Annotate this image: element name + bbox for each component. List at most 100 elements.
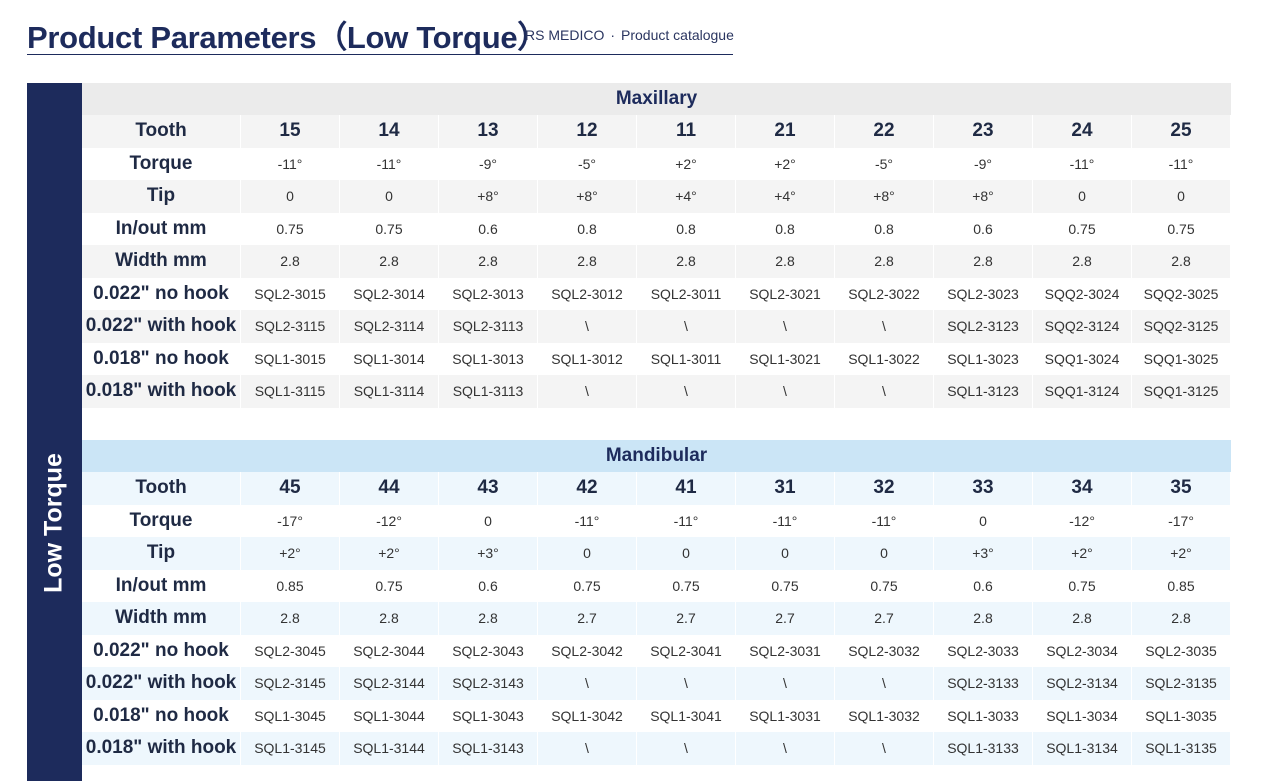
table-cell: 0.75: [241, 212, 339, 245]
table-cell: 34: [1033, 472, 1131, 505]
table-cell: 0: [637, 537, 735, 570]
table-cell: 0.6: [934, 569, 1032, 602]
table-cell: SQL2-3043: [439, 634, 537, 667]
table-cell: +2°: [241, 537, 339, 570]
table-cell: \: [637, 310, 735, 343]
table-cell: 2.7: [736, 602, 834, 635]
table-cell: SQL2-3031: [736, 634, 834, 667]
table-cell: +2°: [1033, 537, 1131, 570]
table-cell: -12°: [340, 504, 438, 537]
table-row: Tip 0 0 +8° +8° +4° +4° +8° +8° 0 0: [82, 180, 1231, 213]
table-cell: SQL1-3015: [241, 342, 339, 375]
table-cell: 0.75: [340, 569, 438, 602]
table-cell: \: [835, 310, 933, 343]
table-cell: 2.8: [1033, 245, 1131, 278]
table-row: 0.022" no hook SQL2-3045 SQL2-3044 SQL2-304…: [82, 634, 1231, 667]
table-row: Tip +2° +2° +3° 0 0 0 0 +3° +2° +2°: [82, 537, 1231, 570]
table-cell: SQL2-3015: [241, 277, 339, 310]
table-cell: SQL2-3113: [439, 310, 537, 343]
table-cell: 14: [340, 115, 438, 148]
table-cell: -11°: [340, 147, 438, 180]
table-cell: SQL2-3134: [1033, 667, 1131, 700]
table-row: Torque -11° -11° -9° -5° +2° +2° -5° -9° -11° -11°: [82, 147, 1231, 180]
table-cell: 0: [340, 180, 438, 213]
table-cell: SQL1-3042: [538, 699, 636, 732]
table-cell: +8°: [538, 180, 636, 213]
table-cell: SQL1-3133: [934, 732, 1032, 765]
table-cell: -11°: [241, 147, 339, 180]
row-label: In/out mm: [82, 569, 240, 602]
table-cell: 44: [340, 472, 438, 505]
table-cell: SQL1-3031: [736, 699, 834, 732]
table-cell: SQL1-3145: [241, 732, 339, 765]
row-label: Tooth: [82, 472, 240, 505]
table-cell: SQL2-3032: [835, 634, 933, 667]
table-row: 0.022" with hook SQL2-3115 SQL2-3114 SQL2-3…: [82, 310, 1231, 343]
row-label: 0.018" no hook: [82, 342, 240, 375]
table-cell: SQL2-3041: [637, 634, 735, 667]
brand-name: RS MEDICO: [525, 27, 605, 43]
mandibular-title: Mandibular: [82, 440, 1231, 472]
table-cell: 0.8: [736, 212, 834, 245]
table-cell: SQL2-3011: [637, 277, 735, 310]
table-cell: 2.8: [835, 245, 933, 278]
table-cell: 2.7: [835, 602, 933, 635]
maxillary-rows: Tooth 15 14 13 12 11 21 22 23 24 25 Torque -11° -11° -…: [82, 115, 1231, 408]
table-cell: -9°: [439, 147, 537, 180]
table-cell: SQQ2-3025: [1132, 277, 1230, 310]
table-row: 0.018" no hook SQL1-3045 SQL1-3044 SQL1-304…: [82, 699, 1231, 732]
table-cell: 2.8: [340, 602, 438, 635]
row-label: In/out mm: [82, 212, 240, 245]
table-cell: 0.85: [241, 569, 339, 602]
table-cell: \: [835, 667, 933, 700]
table-cell: 42: [538, 472, 636, 505]
table-cell: 2.8: [241, 602, 339, 635]
table-cell: SQL2-3023: [934, 277, 1032, 310]
table-cell: 2.8: [241, 245, 339, 278]
table-cell: 0.8: [637, 212, 735, 245]
table-cell: -17°: [1132, 504, 1230, 537]
table-cell: +4°: [637, 180, 735, 213]
table-cell: +2°: [736, 147, 834, 180]
table-cell: 0: [241, 180, 339, 213]
table-cell: SQL2-3145: [241, 667, 339, 700]
table-cell: SQL2-3045: [241, 634, 339, 667]
row-label: Torque: [82, 147, 240, 180]
table-cell: SQL2-3035: [1132, 634, 1230, 667]
mandibular-rows: Tooth 45 44 43 42 41 31 32 33 34 35 Torque -17° -12° 0…: [82, 472, 1231, 765]
table-cell: SQL2-3115: [241, 310, 339, 343]
table-cell: SQL2-3012: [538, 277, 636, 310]
table-cell: 0.75: [538, 569, 636, 602]
table-cell: 0.8: [538, 212, 636, 245]
table-cell: SQL2-3135: [1132, 667, 1230, 700]
table-cell: \: [736, 732, 834, 765]
maxillary-title: Maxillary: [82, 83, 1231, 115]
table-cell: SQL1-3115: [241, 375, 339, 408]
table-cell: 35: [1132, 472, 1230, 505]
table-cell: 2.8: [934, 602, 1032, 635]
brand-line: RS MEDICO · Product catalogue: [525, 27, 734, 43]
table-cell: +2°: [1132, 537, 1230, 570]
table-cell: 25: [1132, 115, 1230, 148]
table-cell: SQL1-3123: [934, 375, 1032, 408]
table-cell: SQL2-3042: [538, 634, 636, 667]
row-label: Tip: [82, 537, 240, 570]
table-cell: SQL2-3133: [934, 667, 1032, 700]
table-cell: SQL1-3134: [1033, 732, 1131, 765]
table-cell: +3°: [934, 537, 1032, 570]
table-row: Tooth 45 44 43 42 41 31 32 33 34 35: [82, 472, 1231, 505]
table-cell: 22: [835, 115, 933, 148]
page-header: Product Parameters（Low Torque） RS MEDICO…: [27, 8, 734, 55]
table-cell: \: [736, 375, 834, 408]
row-label: 0.018" with hook: [82, 732, 240, 765]
table-cell: SQL1-3021: [736, 342, 834, 375]
table-cell: 45: [241, 472, 339, 505]
table-cell: SQL1-3022: [835, 342, 933, 375]
table-cell: 0: [538, 537, 636, 570]
table-cell: 0: [835, 537, 933, 570]
row-label: 0.018" no hook: [82, 699, 240, 732]
table-cell: +8°: [934, 180, 1032, 213]
table-cell: \: [637, 667, 735, 700]
table-cell: SQQ2-3024: [1033, 277, 1131, 310]
table-cell: SQL1-3043: [439, 699, 537, 732]
